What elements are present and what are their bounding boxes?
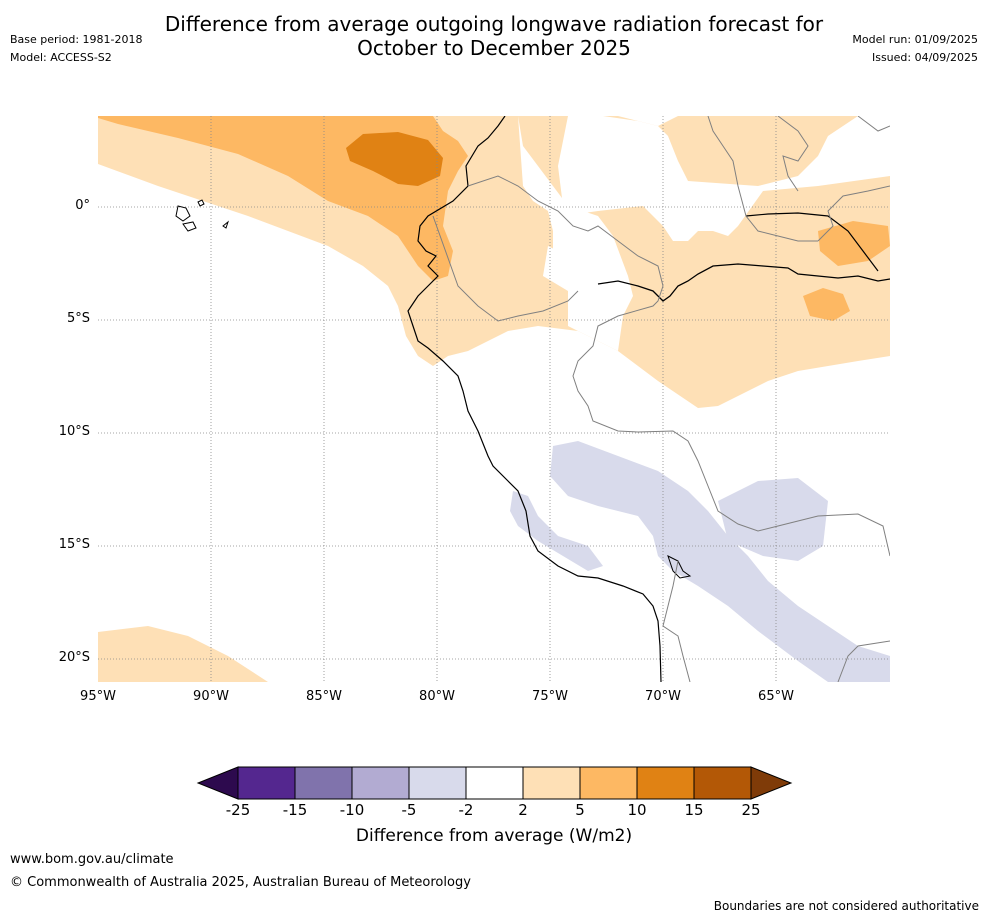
anomaly-lavender-3	[510, 491, 603, 571]
colorbar-segment	[351, 766, 410, 800]
colorbar-segment	[693, 766, 752, 800]
colorbar-segment	[237, 766, 296, 800]
boundaries-disclaimer: Boundaries are not considered authoritat…	[713, 899, 979, 913]
title-line-1: Difference from average outgoing longwav…	[164, 12, 824, 36]
base-period: Base period: 1981-2018	[10, 33, 143, 46]
meta-right: Model run: 01/09/2025 Issued: 04/09/2025	[852, 31, 978, 67]
meta-left: Base period: 1981-2018 Model: ACCESS-S2	[10, 31, 142, 67]
colorbar	[196, 766, 793, 800]
anomaly-medium-orange-east-2	[803, 288, 850, 321]
colorbar-tick-label: 5	[575, 801, 585, 819]
footer-copyright: © Commonwealth of Australia 2025, Austra…	[10, 875, 471, 890]
lat-label-10s: 10°S	[58, 424, 90, 439]
colorbar-segment	[465, 766, 524, 800]
lat-label-0: 0°	[75, 198, 90, 213]
colorbar-title: Difference from average (W/m2)	[355, 826, 633, 846]
colorbar-tick-label: -15	[282, 801, 308, 819]
model-run: Model run: 01/09/2025	[852, 33, 978, 46]
colorbar-segment	[522, 766, 581, 800]
colorbar-segment	[636, 766, 695, 800]
anomaly-medium-orange-east-1	[818, 221, 890, 266]
anomaly-lavender-2	[718, 478, 828, 561]
colorbar-tick-label: -10	[339, 801, 365, 819]
colorbar-tick-label: -5	[401, 801, 417, 819]
model-name: Model: ACCESS-S2	[10, 51, 112, 64]
graticule	[98, 116, 890, 682]
colorbar-extend-high	[750, 766, 793, 800]
lon-label-65w: 65°W	[758, 689, 794, 704]
lon-label-75w: 75°W	[532, 689, 568, 704]
colorbar-segment	[408, 766, 467, 800]
lon-label-85w: 85°W	[306, 689, 342, 704]
map-plot	[98, 116, 890, 682]
colorbar-segment	[294, 766, 353, 800]
title-line-2: October to December 2025	[357, 36, 631, 60]
colorbar-tick-label: 10	[627, 801, 647, 819]
lat-label-20s: 20°S	[58, 650, 90, 665]
colorbar-tick-label: 2	[518, 801, 528, 819]
issued-date: Issued: 04/09/2025	[871, 51, 978, 64]
colorbar-extend-low	[196, 766, 239, 800]
anomaly-light-orange-sw	[98, 626, 268, 682]
colorbar-tick-label: -2	[458, 801, 474, 819]
lon-label-70w: 70°W	[645, 689, 681, 704]
colorbar-segment	[579, 766, 638, 800]
lon-label-80w: 80°W	[419, 689, 455, 704]
colorbar-tick-label: -25	[225, 801, 251, 819]
coastline	[407, 116, 662, 682]
country-borders	[432, 116, 890, 682]
colorbar-tick-label: 15	[684, 801, 704, 819]
anomaly-dark-orange-north	[346, 132, 443, 186]
lon-label-95w: 95°W	[80, 689, 116, 704]
anomaly-lavender-1	[550, 441, 890, 682]
lon-label-90w: 90°W	[193, 689, 229, 704]
galapagos	[175, 199, 230, 232]
lat-label-15s: 15°S	[58, 537, 90, 552]
colorbar-tick-label: 25	[741, 801, 761, 819]
lat-label-5s: 5°S	[66, 311, 90, 326]
footer-url: www.bom.gov.au/climate	[10, 852, 174, 867]
amazon-river	[597, 263, 890, 302]
rio-negro	[745, 212, 879, 272]
map-title: Difference from average outgoing longwav…	[0, 12, 988, 60]
